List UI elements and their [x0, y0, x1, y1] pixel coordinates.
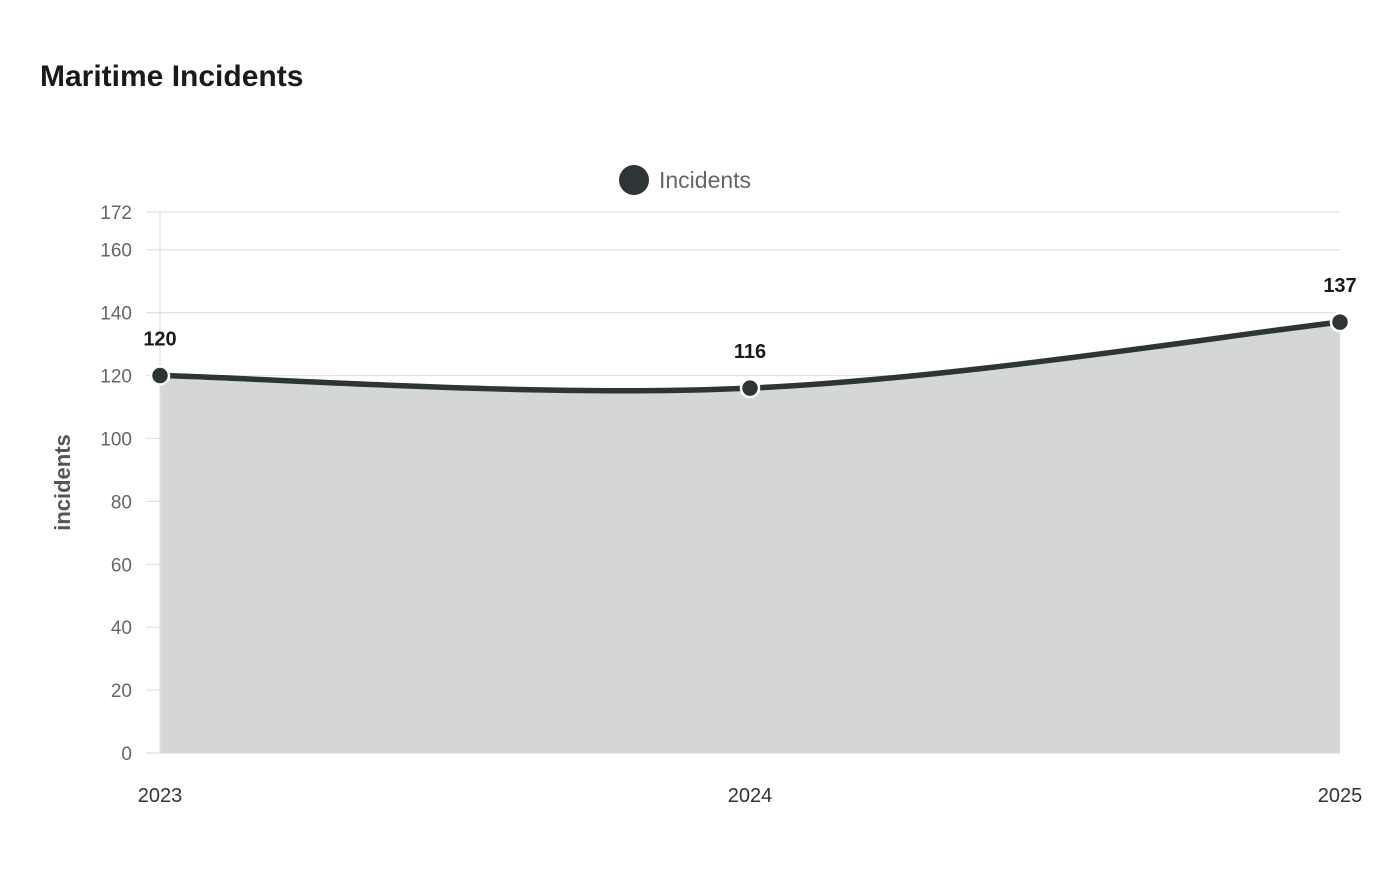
chart-title: Maritime Incidents — [40, 60, 304, 93]
y-tick-label: 160 — [100, 241, 132, 262]
y-axis-title: incidents — [50, 434, 75, 531]
y-tick-label: 80 — [111, 492, 132, 513]
legend[interactable]: Incidents — [619, 165, 751, 195]
legend-label[interactable]: Incidents — [659, 167, 751, 193]
axes: 0 20 40 60 80 100 120 140 160 172 incidents 2023 202… — [50, 203, 1362, 807]
x-tick-label: 2024 — [728, 785, 773, 807]
data-label: 137 — [1323, 275, 1356, 297]
y-tick-label: 0 — [121, 744, 132, 765]
y-tick-label: 172 — [100, 203, 132, 224]
legend-marker[interactable] — [619, 165, 649, 195]
data-point[interactable] — [1329, 311, 1351, 333]
y-tick-label: 60 — [111, 555, 132, 576]
data-point[interactable] — [149, 365, 171, 386]
y-tick-label: 120 — [100, 367, 132, 388]
data-label: 116 — [734, 341, 766, 363]
x-tick-label: 2025 — [1318, 785, 1363, 807]
y-tick-label: 100 — [100, 429, 132, 450]
data-label: 120 — [143, 329, 176, 351]
y-tick-label: 40 — [111, 618, 132, 639]
y-tick-label: 20 — [111, 681, 132, 702]
area-fill-incidents — [160, 322, 1340, 753]
data-points: 120 116 137 — [143, 275, 1357, 399]
data-point[interactable] — [739, 377, 761, 399]
y-tick-label: 140 — [100, 304, 132, 325]
x-tick-label: 2023 — [138, 785, 183, 807]
